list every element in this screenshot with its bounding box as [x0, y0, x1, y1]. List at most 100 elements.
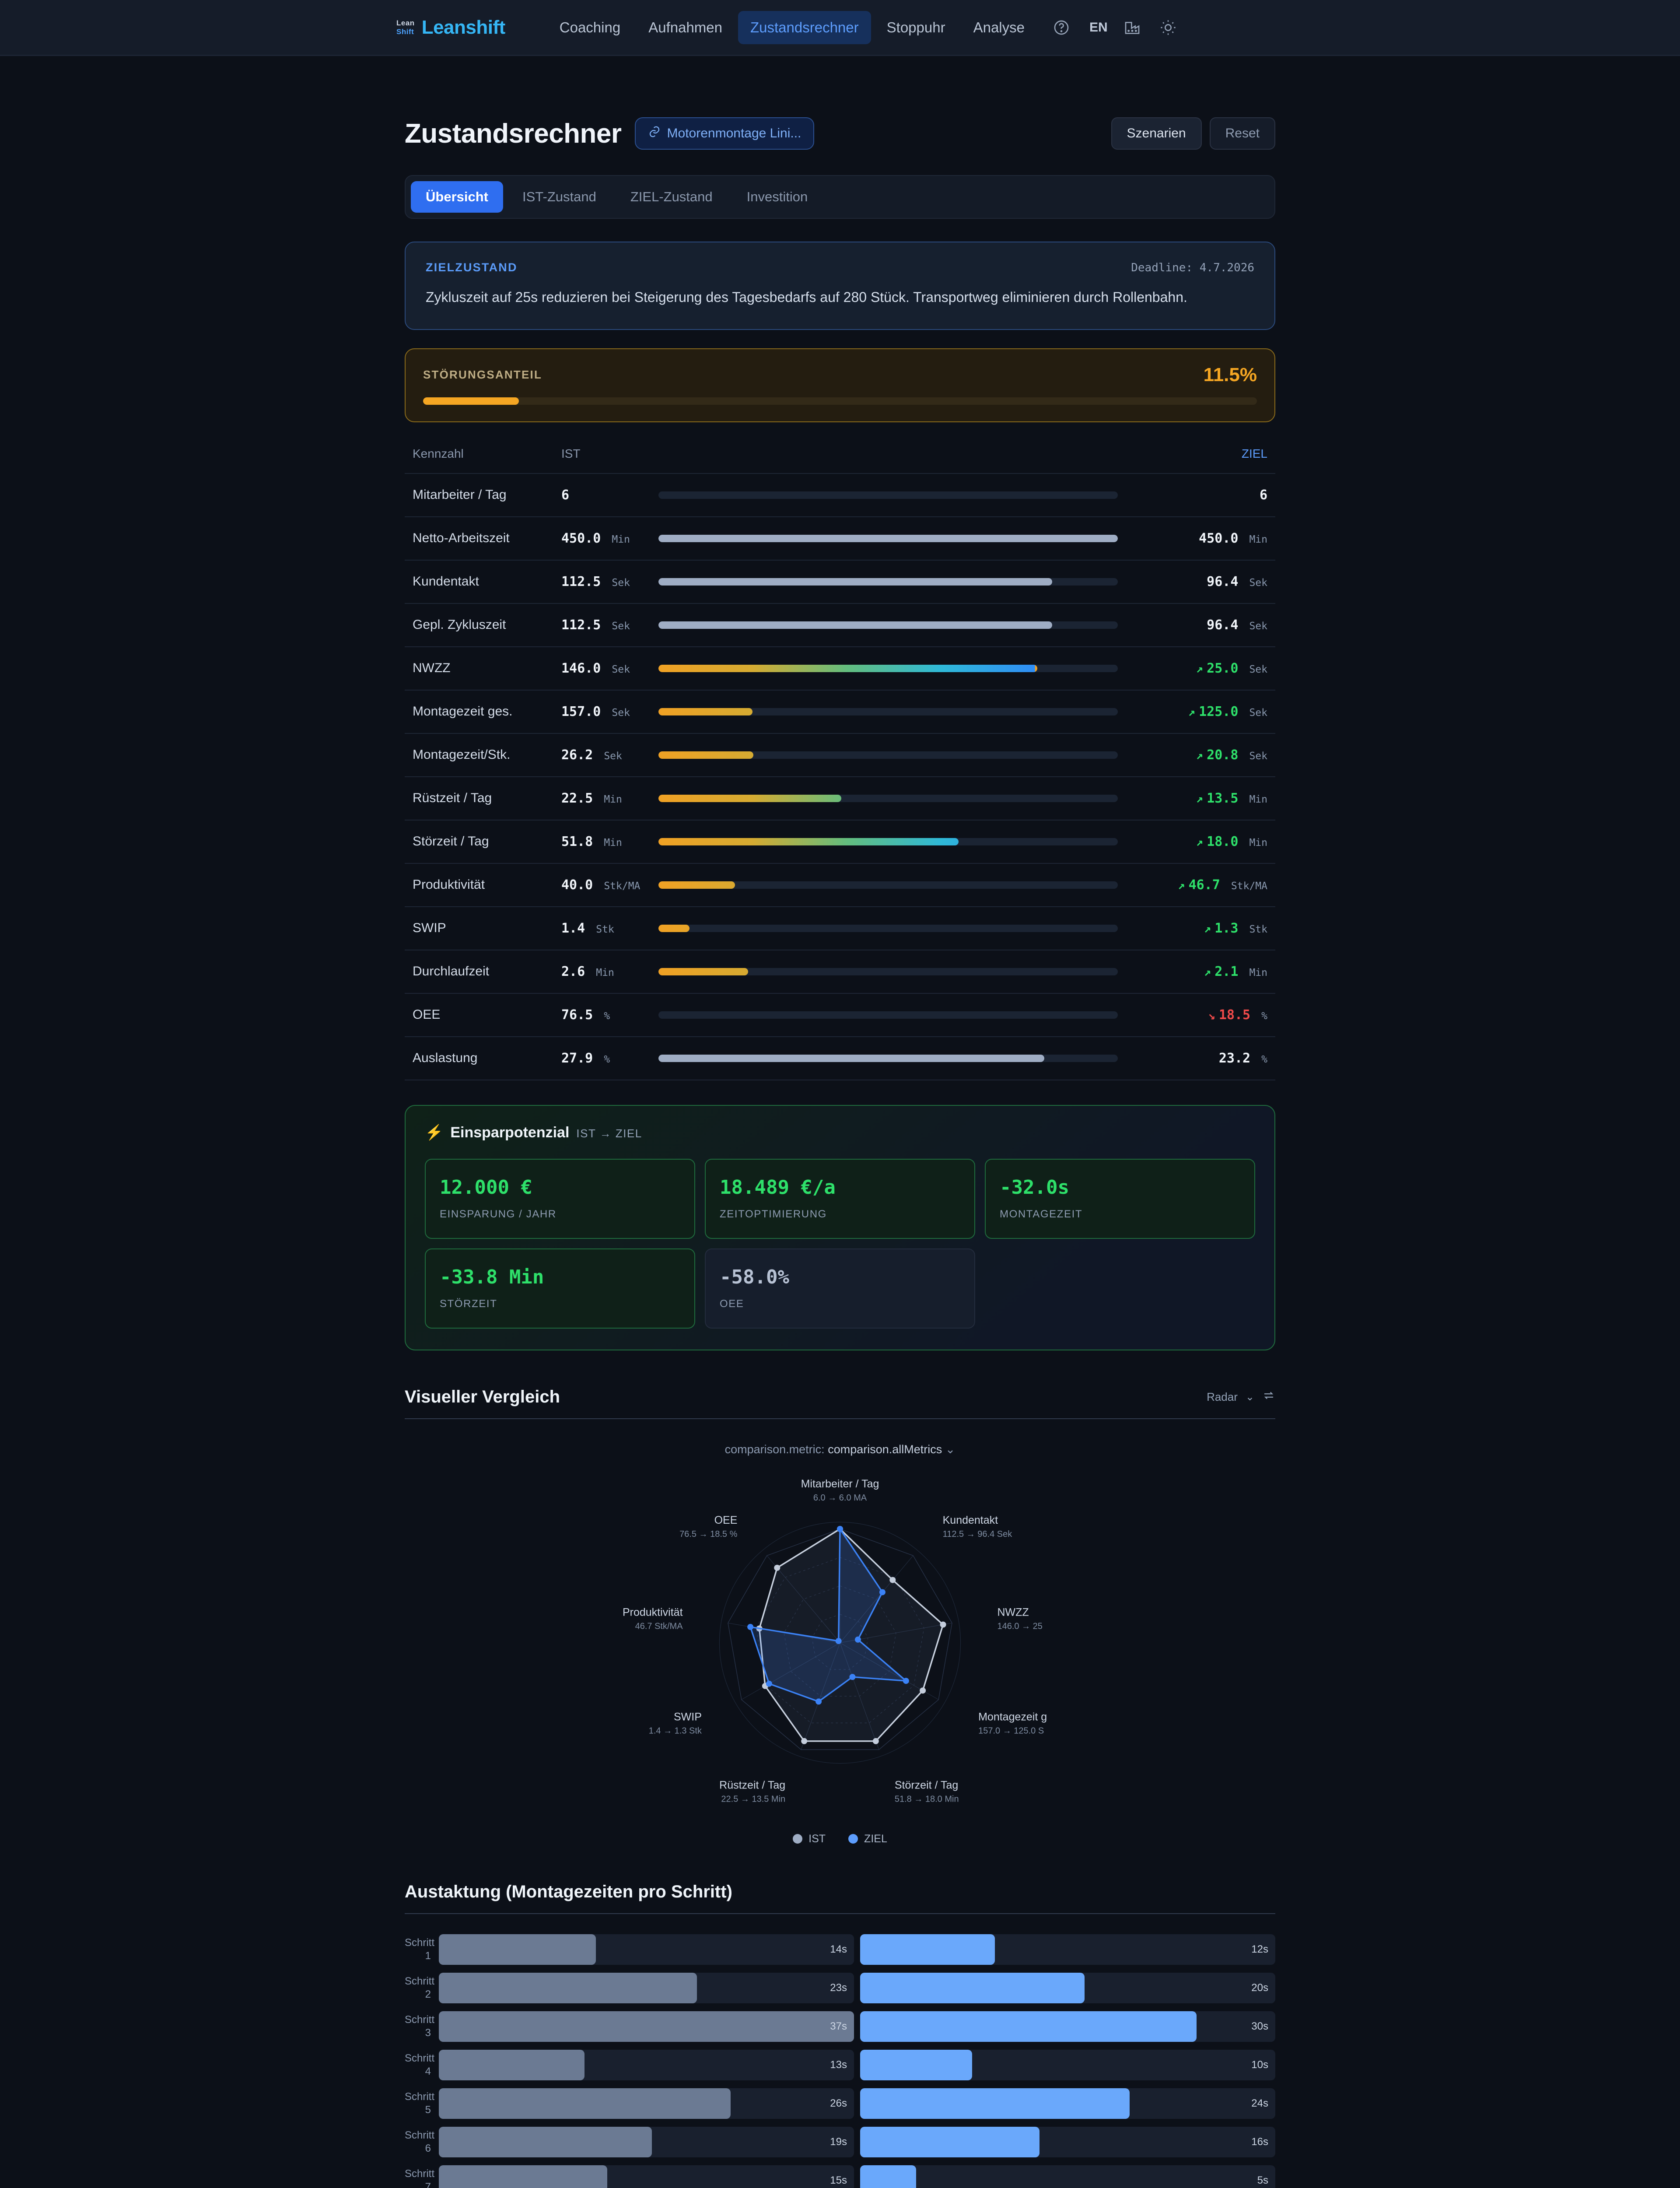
- zielzustand-label: ZIELZUSTAND: [426, 261, 518, 274]
- austaktung-bar-fill-ist: [439, 2088, 731, 2119]
- radar-axis-spoke: [840, 1642, 879, 1750]
- nav-item-analyse[interactable]: Analyse: [973, 19, 1025, 35]
- metric-ziel-unit: %: [1261, 1010, 1267, 1022]
- metric-bar-track: [658, 968, 1118, 975]
- metric-ziel-unit: Sek: [1249, 707, 1267, 719]
- metric-ist-unit: Sek: [612, 707, 630, 719]
- metric-bar-track: [658, 1011, 1118, 1019]
- reset-button[interactable]: Reset: [1209, 117, 1275, 150]
- radar-grid-ring: [728, 1529, 952, 1750]
- austaktung-bar-value-ist: 15s: [830, 2174, 847, 2186]
- austaktung-row: Schritt 6 19s 16s: [405, 2126, 1275, 2157]
- metric-ist-unit: Min: [612, 533, 630, 545]
- trend-up-icon: ↗: [1188, 705, 1196, 719]
- metric-ziel-value: ↗ 18.0 Min: [1196, 834, 1267, 849]
- radar-series-ist_norm: [758, 1528, 944, 1742]
- stoerungsanteil-card: STÖRUNGSANTEIL 11.5%: [405, 348, 1275, 422]
- metric-ziel-value: ↗ 46.7 Stk/MA: [1178, 877, 1267, 893]
- factory-icon[interactable]: [1121, 16, 1144, 39]
- einsparpotenzial-box: 12.000 € EINSPARUNG / JAHR: [425, 1158, 695, 1239]
- radar-point: [940, 1621, 946, 1628]
- austaktung-bar-track-ist: 26s: [439, 2088, 854, 2119]
- austaktung-bar-track-ziel: 10s: [860, 2049, 1275, 2080]
- metric-ziel-value: ↘ 18.5 %: [1208, 1007, 1267, 1023]
- austaktung-bar-value-ziel: 12s: [1251, 1943, 1268, 1955]
- metric-ist-unit: Sek: [612, 577, 630, 589]
- metric-ziel-unit: %: [1261, 1053, 1267, 1065]
- metric-ist-unit: Min: [604, 837, 622, 849]
- nav-item-aufnahmen[interactable]: Aufnahmen: [648, 19, 722, 35]
- metric-ziel-value: ↗ 25.0 Sek: [1196, 660, 1267, 676]
- table-row: Auslastung 27.9 % 23.2 %: [405, 1036, 1275, 1080]
- radar-axis-label: Rüstzeit / Tag: [719, 1779, 785, 1791]
- austaktung-bar-track-ziel: 20s: [860, 1972, 1275, 2003]
- metric-ziel-value: ↗ 13.5 Min: [1196, 790, 1267, 806]
- einsparpotenzial-value: -33.8 Min: [440, 1266, 544, 1288]
- metric-bar-cell: [649, 534, 1127, 542]
- lightning-bolt-icon: ⚡: [425, 1124, 444, 1141]
- brand-logo[interactable]: Lean Shift Leanshift: [396, 17, 505, 39]
- tab-ist-zustand[interactable]: IST-Zustand: [522, 189, 596, 204]
- logo-mark-icon: Lean Shift: [396, 19, 415, 36]
- chevron-down-icon[interactable]: ⌄: [1245, 1391, 1254, 1403]
- stoerungsanteil-progress-track: [423, 397, 1257, 405]
- metric-bar-track: [658, 491, 1118, 499]
- tab-uebersicht[interactable]: Übersicht: [411, 181, 503, 213]
- chart-type-label[interactable]: Radar: [1207, 1390, 1238, 1403]
- radar-axis-spoke: [801, 1642, 840, 1750]
- austaktung-section: Austaktung (Montagezeiten pro Schritt) S…: [405, 1882, 1275, 2188]
- metric-select-label: comparison.metric:: [724, 1442, 825, 1456]
- radar-chart-svg: Mitarbeiter / Tag 6.0 → 6.0 MA Kundentakt 1…: [623, 1478, 1047, 1804]
- metric-name: Rüstzeit / Tag: [413, 791, 492, 806]
- visueller-vergleich-title: Visueller Vergleich: [405, 1387, 560, 1406]
- stoerungsanteil-header: STÖRUNGSANTEIL 11.5%: [423, 364, 1257, 386]
- table-row: Mitarbeiter / Tag 6 6: [405, 473, 1275, 516]
- context-chip[interactable]: Motorenmontage Lini...: [634, 117, 815, 150]
- metric-bar-cell: [649, 881, 1127, 889]
- help-icon[interactable]: [1050, 16, 1073, 39]
- szenarien-button[interactable]: Szenarien: [1111, 117, 1202, 150]
- col-header-kennzahl: Kennzahl: [413, 446, 464, 460]
- tab-investition[interactable]: Investition: [746, 189, 808, 204]
- austaktung-bar-value-ziel: 5s: [1257, 2174, 1268, 2186]
- zielzustand-description: Zykluszeit auf 25s reduzieren bei Steige…: [426, 289, 1187, 305]
- visueller-vergleich-section: Visueller Vergleich Radar ⌄ comparison.m…: [405, 1387, 1275, 1845]
- austaktung-bar-value-ist: 23s: [830, 1981, 847, 1994]
- radar-axis-label: Kundentakt: [943, 1514, 998, 1526]
- radar-axis-sublabel: 46.7 Stk/MA: [635, 1621, 683, 1631]
- context-chip-label: Motorenmontage Lini...: [667, 126, 802, 140]
- sun-icon[interactable]: [1157, 16, 1180, 39]
- metric-ist-unit: %: [604, 1053, 610, 1065]
- austaktung-row: Schritt 4 13s 10s: [405, 2049, 1275, 2080]
- einsparpotenzial-caption: EINSPARUNG / JAHR: [440, 1208, 556, 1220]
- metric-select[interactable]: comparison.metric: comparison.allMetrics…: [405, 1443, 1275, 1456]
- nav-item-zustandsrechner[interactable]: Zustandsrechner: [738, 11, 871, 44]
- metric-ziel-value: ↗ 20.8 Sek: [1196, 747, 1267, 763]
- metric-ist-value: 2.6 Min: [561, 964, 614, 979]
- visueller-vergleich-header: Visueller Vergleich Radar ⌄: [405, 1387, 1275, 1419]
- austaktung-row: Schritt 5 26s 24s: [405, 2088, 1275, 2119]
- radar-axis-sublabel: 1.4 → 1.3 Stk: [649, 1726, 702, 1736]
- austaktung-bar-track-ziel: 12s: [860, 1934, 1275, 1965]
- language-selector[interactable]: EN: [1089, 20, 1108, 35]
- metric-bar-track: [658, 924, 1118, 932]
- metric-bar-fill: [658, 924, 690, 932]
- nav-item-stoppuhr[interactable]: Stoppuhr: [886, 19, 945, 35]
- metric-ziel-unit: Sek: [1249, 750, 1267, 762]
- austaktung-bar-value-ist: 14s: [830, 1943, 847, 1955]
- metric-bar-track: [658, 578, 1118, 586]
- swap-axes-icon[interactable]: [1262, 1389, 1275, 1405]
- metric-ist-value: 26.2 Sek: [561, 747, 622, 763]
- metric-ist-unit: %: [604, 1010, 610, 1022]
- metric-name: Montagezeit/Stk.: [413, 747, 511, 762]
- metric-ist-value: 6: [561, 487, 570, 503]
- metric-bar-cell: [649, 621, 1127, 629]
- tab-ziel-zustand[interactable]: ZIEL-Zustand: [630, 189, 713, 204]
- table-row: OEE 76.5 % ↘ 18.5 %: [405, 992, 1275, 1036]
- austaktung-step-label: Schritt 2: [405, 1975, 435, 2000]
- nav-item-coaching[interactable]: Coaching: [559, 19, 621, 35]
- logo-line-2: Shift: [396, 27, 414, 36]
- metric-bar-cell: [649, 1011, 1127, 1019]
- trend-up-icon: ↗: [1178, 878, 1185, 892]
